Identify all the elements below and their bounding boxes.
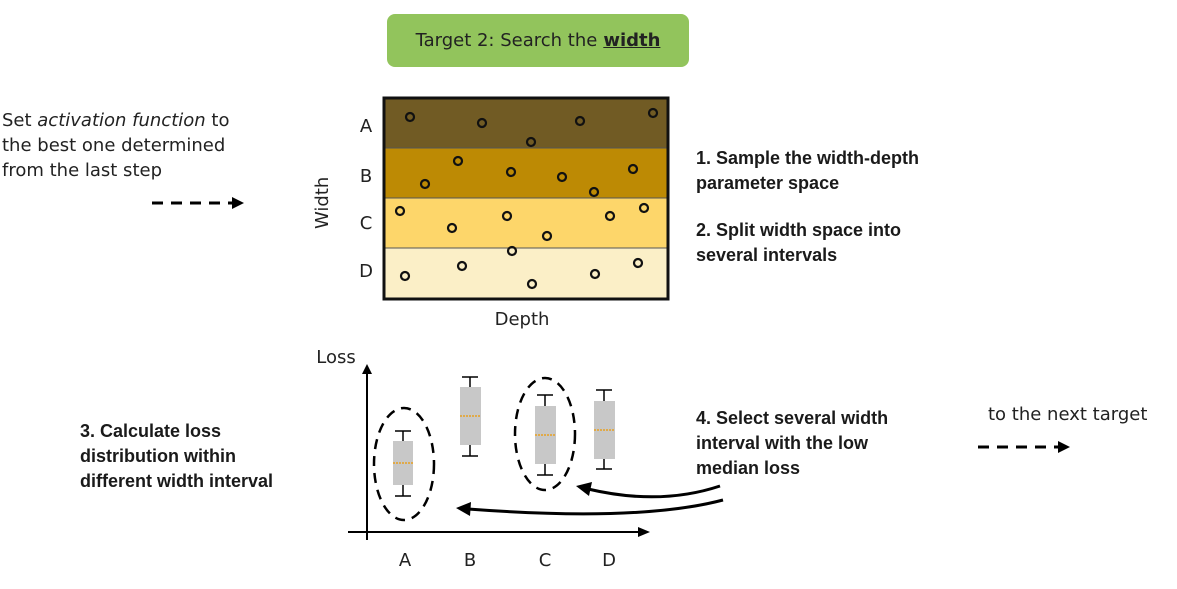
dashed-arrow-right	[978, 441, 1070, 453]
sample-point	[526, 278, 538, 290]
band-b	[384, 148, 668, 198]
intro-line-2: the best one determined	[2, 135, 226, 156]
title-banner: Target 2: Search the width	[387, 14, 689, 67]
sample-point	[394, 205, 406, 217]
intro-text: Set activation function to the best one …	[2, 108, 302, 183]
band-a	[384, 98, 668, 148]
loss-axis-label: Loss	[316, 347, 355, 368]
band-label-d: D	[359, 261, 373, 282]
sample-point	[525, 136, 537, 148]
sample-point	[574, 115, 586, 127]
category-label-d: D	[602, 550, 616, 571]
sample-point	[647, 107, 659, 119]
step-4: 4. Select several width interval with th…	[696, 408, 889, 478]
boxplot-d	[594, 389, 615, 470]
step-2: 2. Split width space into several interv…	[696, 220, 902, 265]
sample-point	[476, 117, 488, 129]
sample-point	[588, 186, 600, 198]
title-emphasis: width	[603, 30, 661, 51]
step-1: 1. Sample the width-depth parameter spac…	[696, 148, 920, 193]
sample-point	[506, 245, 518, 257]
category-label-c: C	[539, 550, 552, 571]
band-label-b: B	[360, 166, 372, 187]
sample-point	[505, 166, 517, 178]
sample-points	[394, 107, 659, 290]
boxplot-axes	[348, 364, 650, 540]
category-label-a: A	[399, 550, 412, 571]
curved-arrow-to-a	[456, 498, 724, 516]
width-depth-grid	[382, 96, 670, 301]
dashed-arrow-left	[152, 197, 244, 209]
sample-point	[556, 171, 568, 183]
sample-point	[456, 260, 468, 272]
sample-point	[399, 270, 411, 282]
intro-line-3: from the last step	[2, 160, 162, 181]
depth-axis-label: Depth	[495, 309, 550, 330]
boxplot-a	[393, 430, 413, 497]
sample-point	[419, 178, 431, 190]
step-3: 3. Calculate loss distribution within di…	[80, 421, 274, 491]
boxplot-c	[535, 394, 556, 476]
sample-point	[638, 202, 650, 214]
intro-line-1: Set activation function to	[2, 110, 230, 131]
sample-point	[589, 268, 601, 280]
band-label-a: A	[360, 116, 373, 137]
sample-point	[632, 257, 644, 269]
sample-point	[604, 210, 616, 222]
sample-point	[404, 111, 416, 123]
sample-point	[446, 222, 458, 234]
sample-point	[452, 155, 464, 167]
boxplot-b	[460, 376, 481, 457]
selection-ellipse-c	[513, 376, 577, 492]
band-d	[384, 248, 668, 299]
category-label-b: B	[464, 550, 476, 571]
title-prefix: Target 2: Search the	[415, 30, 598, 51]
next-target-label: to the next target	[988, 404, 1148, 425]
band-label-c: C	[360, 213, 373, 234]
selection-ellipse-a	[372, 406, 436, 522]
curved-arrow-to-c	[576, 482, 721, 499]
sample-point	[501, 210, 513, 222]
band-c	[384, 198, 668, 248]
sample-point	[627, 163, 639, 175]
sample-point	[541, 230, 553, 242]
